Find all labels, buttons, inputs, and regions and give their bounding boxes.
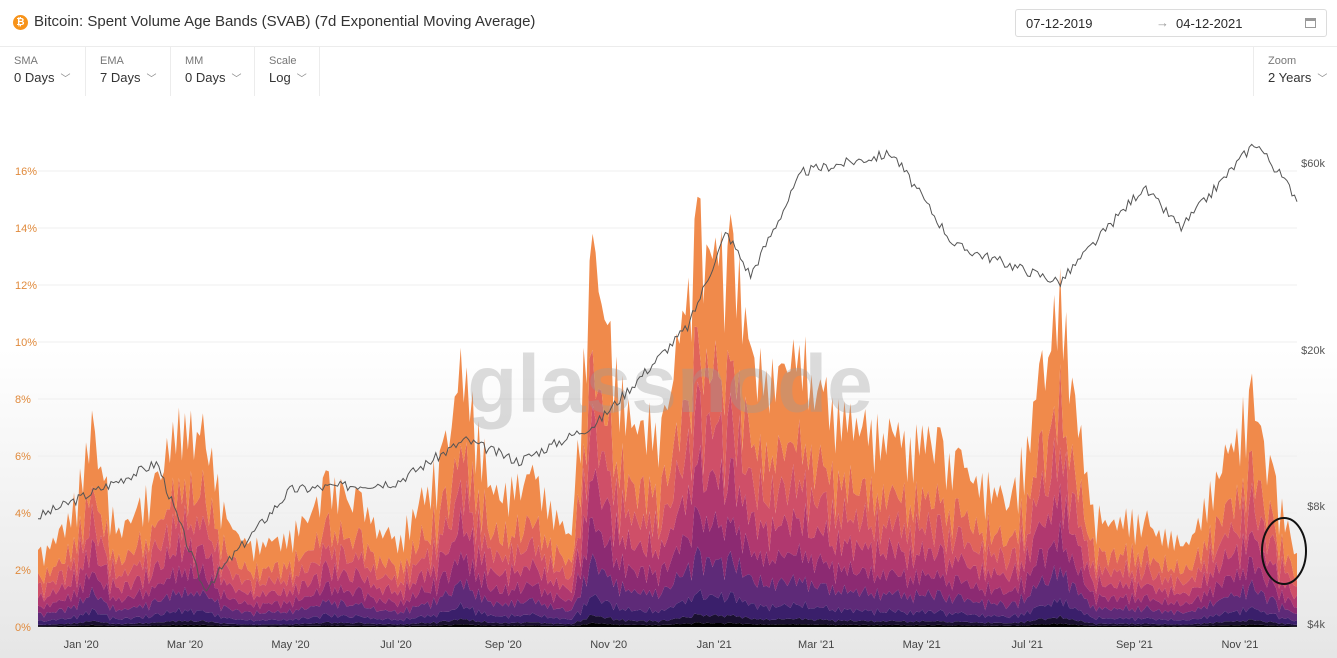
ema-value: 7 Days bbox=[100, 70, 141, 85]
y-right-tick-label: $60k bbox=[1301, 158, 1325, 170]
svab-chart: glassnode 0%2%4%6%8%10%12%14%16% $4k$8k$… bbox=[0, 96, 1337, 658]
x-tick-label: Nov '20 bbox=[590, 639, 627, 651]
area-band-1y2y bbox=[38, 444, 1297, 610]
x-tick-label: Jan '20 bbox=[64, 639, 99, 651]
mm-label: MM bbox=[185, 55, 204, 67]
bitcoin-icon: ₿ bbox=[13, 15, 28, 30]
scale-label: Scale bbox=[269, 55, 297, 67]
area-band-7y10y bbox=[38, 613, 1297, 627]
y-left-tick-label: 10% bbox=[15, 337, 37, 349]
date-to-field[interactable]: 04-12-2021 bbox=[1176, 16, 1243, 31]
calendar-icon[interactable] bbox=[1305, 18, 1316, 28]
chevron-down-icon: ﹀ bbox=[1317, 74, 1328, 85]
area-band-10y bbox=[38, 622, 1297, 627]
y-left-tick-label: 16% bbox=[15, 166, 37, 178]
x-tick-label: Jul '20 bbox=[380, 639, 411, 651]
y-left-tick-label: 2% bbox=[15, 565, 31, 577]
x-tick-label: Jan '21 bbox=[697, 639, 732, 651]
area-band-3m6m bbox=[38, 326, 1297, 599]
x-tick-label: Mar '20 bbox=[167, 639, 203, 651]
stacked-areas bbox=[38, 196, 1297, 627]
arrow-right-icon: → bbox=[1156, 15, 1169, 30]
zoom-value: 2 Years bbox=[1268, 70, 1312, 85]
area-band-1m3m bbox=[38, 196, 1297, 584]
ema-label: EMA bbox=[100, 55, 124, 67]
mm-value: 0 Days bbox=[185, 70, 226, 85]
date-range-picker[interactable]: 07-12-2019 → 04-12-2021 bbox=[1015, 9, 1327, 37]
y-right-tick-label: $4k bbox=[1307, 619, 1325, 631]
mm-dropdown[interactable]: MM 0 Days ﹀ bbox=[171, 46, 255, 96]
y-axis-left: 0% 2% 4% 6% 8% 10% 12% 14% 16% bbox=[15, 166, 37, 634]
y-right-tick-label: $8k bbox=[1307, 501, 1325, 513]
chevron-down-icon: ﹀ bbox=[231, 74, 242, 85]
y-left-tick-label: 8% bbox=[15, 394, 31, 406]
chevron-down-icon: ﹀ bbox=[60, 74, 71, 85]
sma-dropdown[interactable]: SMA 0 Days ﹀ bbox=[0, 46, 86, 96]
y-left-tick-label: 4% bbox=[15, 508, 31, 520]
date-from-field[interactable]: 07-12-2019 bbox=[1026, 16, 1093, 31]
area-band-6m12m bbox=[38, 381, 1297, 602]
watermark: glassnode bbox=[467, 339, 873, 430]
sma-value: 0 Days bbox=[14, 70, 55, 85]
page-title: Bitcoin: Spent Volume Age Bands (SVAB) (… bbox=[34, 13, 536, 30]
sma-label: SMA bbox=[14, 55, 38, 67]
chevron-down-icon: ﹀ bbox=[146, 74, 157, 85]
scale-value: Log bbox=[269, 70, 291, 85]
zoom-label: Zoom bbox=[1268, 55, 1297, 67]
scale-dropdown[interactable]: Scale Log ﹀ bbox=[255, 46, 320, 96]
x-tick-label: May '21 bbox=[903, 639, 941, 651]
x-tick-label: Sep '20 bbox=[485, 639, 522, 651]
x-tick-label: Nov '21 bbox=[1221, 639, 1258, 651]
chart-toolbar: SMA 0 Days ﹀ EMA 7 Days ﹀ MM 0 Days ﹀ Scale… bbox=[0, 46, 1337, 97]
y-left-tick-label: 0% bbox=[15, 622, 31, 634]
x-tick-label: Sep '21 bbox=[1116, 639, 1153, 651]
annotation-circle bbox=[1261, 517, 1307, 585]
y-axis-right: $4k $8k $20k $60k bbox=[1301, 158, 1325, 631]
x-axis: Jan '20 Mar '20 May '20 Jul '20 Sep '20 Nov '… bbox=[64, 639, 1259, 651]
y-left-tick-label: 12% bbox=[15, 280, 37, 292]
x-tick-label: May '20 bbox=[271, 639, 309, 651]
area-band-3y5y bbox=[38, 546, 1297, 622]
x-tick-label: Mar '21 bbox=[798, 639, 834, 651]
chart-header: ₿ Bitcoin: Spent Volume Age Bands (SVAB)… bbox=[0, 0, 1337, 47]
zoom-dropdown[interactable]: Zoom 2 Years ﹀ bbox=[1253, 46, 1337, 96]
y-left-tick-label: 6% bbox=[15, 451, 31, 463]
ema-dropdown[interactable]: EMA 7 Days ﹀ bbox=[86, 46, 171, 96]
chevron-down-icon: ﹀ bbox=[296, 74, 307, 85]
area-band-5y7y bbox=[38, 589, 1297, 625]
price-line bbox=[37, 143, 1298, 592]
y-left-tick-label: 14% bbox=[15, 223, 37, 235]
area-band-2y3y bbox=[38, 505, 1297, 618]
x-tick-label: Jul '21 bbox=[1011, 639, 1042, 651]
y-right-tick-label: $20k bbox=[1301, 345, 1325, 357]
